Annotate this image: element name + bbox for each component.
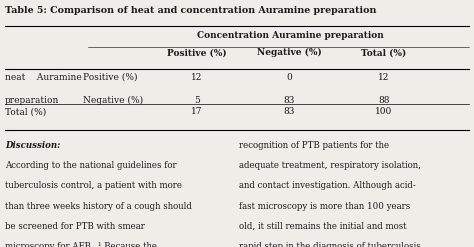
Text: Positive (%): Positive (%) <box>83 73 137 82</box>
Text: Total (%): Total (%) <box>5 107 46 116</box>
Text: fast microscopy is more than 100 years: fast microscopy is more than 100 years <box>239 202 410 210</box>
Text: 5: 5 <box>194 96 200 105</box>
Text: 12: 12 <box>378 73 390 82</box>
Text: preparation: preparation <box>5 96 59 105</box>
Text: be screened for PTB with smear: be screened for PTB with smear <box>5 222 145 231</box>
Text: than three weeks history of a cough should: than three weeks history of a cough shou… <box>5 202 191 210</box>
Text: Negative (%): Negative (%) <box>83 96 143 105</box>
Text: 83: 83 <box>283 96 295 105</box>
Text: 100: 100 <box>375 107 392 116</box>
Text: 12: 12 <box>191 73 202 82</box>
Text: recognition of PTB patients for the: recognition of PTB patients for the <box>239 141 390 150</box>
Text: Negative (%): Negative (%) <box>257 48 321 57</box>
Text: adequate treatment, respiratory isolation,: adequate treatment, respiratory isolatio… <box>239 161 421 170</box>
Text: 88: 88 <box>378 96 390 105</box>
Text: 0: 0 <box>286 73 292 82</box>
Text: Discussion:: Discussion: <box>5 141 60 150</box>
Text: According to the national guidelines for: According to the national guidelines for <box>5 161 176 170</box>
Text: neat    Auramine: neat Auramine <box>5 73 82 82</box>
Text: microscopy for AFB.¸¹ Because the: microscopy for AFB.¸¹ Because the <box>5 242 157 247</box>
Text: Positive (%): Positive (%) <box>167 48 227 57</box>
Text: rapid step in the diagnosis of tuberculosis.: rapid step in the diagnosis of tuberculo… <box>239 242 424 247</box>
Text: 17: 17 <box>191 107 202 116</box>
Text: and contact investigation. Although acid-: and contact investigation. Although acid… <box>239 181 416 190</box>
Text: Concentration Auramine preparation: Concentration Auramine preparation <box>197 31 383 40</box>
Text: old, it still remains the initial and most: old, it still remains the initial and mo… <box>239 222 407 231</box>
Text: 83: 83 <box>283 107 295 116</box>
Text: Table 5: Comparison of heat and concentration Auramine preparation: Table 5: Comparison of heat and concentr… <box>5 6 376 15</box>
Text: tuberculosis control, a patient with more: tuberculosis control, a patient with mor… <box>5 181 182 190</box>
Text: Total (%): Total (%) <box>361 48 407 57</box>
